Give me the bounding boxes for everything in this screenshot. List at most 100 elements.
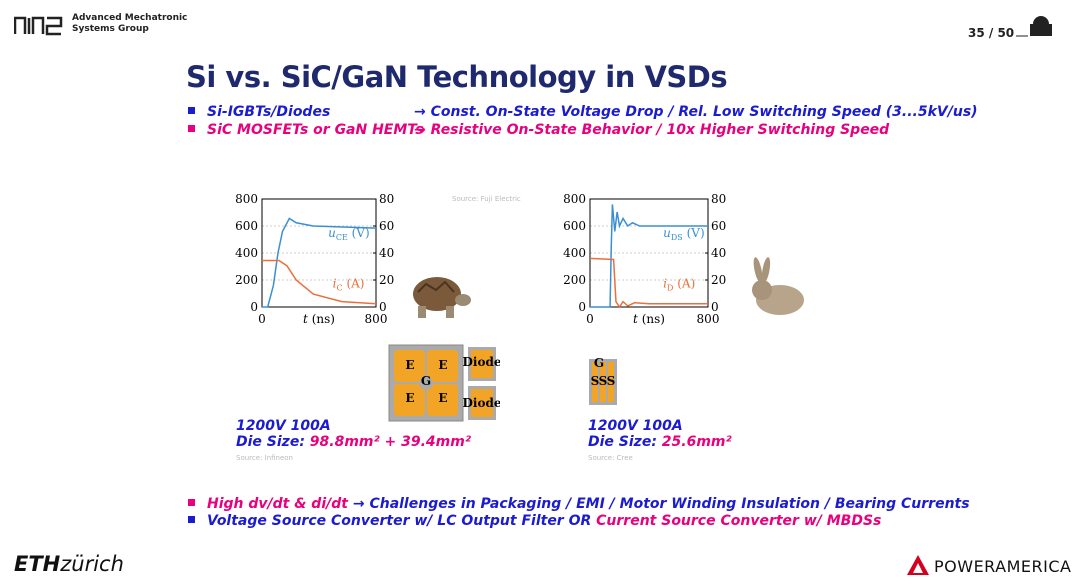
label-base: u	[328, 226, 336, 240]
current-curve	[262, 259, 377, 305]
ams-logo	[14, 16, 63, 36]
chip-label: S	[607, 374, 616, 388]
die-value: 25.6mm²	[661, 434, 732, 450]
y-tick-label: 0	[578, 300, 586, 314]
america-word: AMERICA	[995, 557, 1072, 576]
label-sub: C	[337, 284, 343, 293]
y2-tick-label: 0	[379, 300, 387, 314]
chip-label: E	[438, 391, 447, 405]
label-unit: (V)	[348, 226, 370, 240]
group-name: Advanced Mechatronic Systems Group	[72, 13, 187, 35]
y2-tick-label: 60	[379, 219, 394, 233]
bullet-left: Voltage Source Converter w/ LC Output Fi…	[207, 513, 592, 529]
bullet: High dv/dt & di/dt → Challenges in Packa…	[188, 496, 970, 512]
page-number: 35 / 50	[968, 26, 1015, 40]
bullet-left: High dv/dt & di/dt	[207, 496, 348, 512]
label-base: i	[333, 277, 337, 291]
sic-chip: G S S S	[589, 358, 617, 405]
label-base: u	[663, 226, 671, 240]
voltage-curve	[262, 217, 377, 308]
y-tick-label: 0	[250, 300, 258, 314]
label-unit: (A)	[673, 277, 695, 291]
source: Source: Cree	[588, 454, 633, 462]
y-tick-label: 800	[235, 192, 258, 206]
y2-tick-label: 80	[379, 192, 394, 206]
eth-bold: ETH	[14, 552, 61, 576]
chip-label: E	[405, 358, 414, 372]
label-sub: CE	[336, 233, 348, 242]
rating: 1200V 100A	[588, 418, 683, 434]
label-base: i	[663, 277, 667, 291]
y2-tick-label: 80	[711, 192, 726, 206]
y2-tick-label: 0	[711, 300, 719, 314]
bullet-right: → Const. On-State Voltage Drop / Rel. Lo…	[414, 104, 978, 120]
source: Source: Fuji Electric	[452, 195, 521, 203]
label-unit: (V)	[683, 226, 705, 240]
source: Source: Infineon	[236, 454, 293, 462]
x-label-part: (ns)	[308, 312, 335, 326]
y2-tick-label: 20	[379, 273, 394, 287]
plot-frame	[261, 198, 377, 308]
rating: 1200V 100A	[236, 418, 331, 434]
power-word: POWER	[934, 557, 996, 576]
slide-title: Si vs. SiC/GaN Technology in VSDs	[186, 60, 728, 94]
group-line: Systems Group	[72, 24, 149, 34]
chip-label: Diode	[463, 355, 501, 369]
y-tick-label: 200	[235, 273, 258, 287]
label-sub: DS	[671, 233, 683, 242]
chip-label: G	[421, 374, 431, 388]
series-label: iD (A)	[663, 277, 695, 293]
x-label-part: (ns)	[638, 312, 665, 326]
bullet: Voltage Source Converter w/ LC Output Fi…	[188, 513, 881, 529]
bullet-right: Current Source Converter w/ MBDSs	[596, 513, 882, 529]
caption: 1200V 100A Die Size: 98.8mm² + 39.4mm² S…	[236, 418, 471, 466]
y2-tick-label: 60	[711, 219, 726, 233]
chip-label: S	[591, 374, 600, 388]
group-line: Advanced Mechatronic	[72, 13, 188, 23]
x-label-part: t	[303, 312, 308, 326]
x-tick-label: 0	[258, 312, 266, 326]
x-label: t (ns)	[303, 312, 335, 326]
bullet: SiC MOSFETs or GaN HEMTs→ Resistive On-S…	[188, 122, 889, 138]
y-tick-label: 200	[563, 273, 586, 287]
y2-tick-label: 40	[379, 246, 394, 260]
die-label: Die Size:	[236, 434, 305, 450]
voltage-curve	[590, 204, 708, 308]
bullet-right: → Resistive On-State Behavior / 10x High…	[414, 122, 890, 138]
chip-label: S	[599, 374, 608, 388]
eth-logo: ETHzürich	[14, 552, 124, 576]
series-label: uDS (V)	[663, 226, 704, 242]
current-curve	[589, 257, 708, 309]
y2-tick-label: 20	[711, 273, 726, 287]
x-label-part: t	[633, 312, 638, 326]
y-tick-label: 800	[563, 192, 586, 206]
die-value: 98.8mm² + 39.4mm²	[309, 434, 471, 450]
x-tick-label: 0	[586, 312, 594, 326]
chip-label: Diode	[463, 396, 501, 410]
chip-label: E	[438, 358, 447, 372]
bullet-left: Si-IGBTs/Diodes	[207, 104, 331, 120]
y-tick-label: 600	[563, 219, 586, 233]
label-sub: D	[667, 284, 673, 293]
caption: 1200V 100A Die Size: 25.6mm² Source: Cre…	[588, 418, 732, 466]
eth-light: zürich	[60, 552, 124, 576]
igbt-chips: E E G E E Diode Diode	[388, 344, 501, 422]
x-tick-label: 800	[697, 312, 720, 326]
poweramerica-icon	[907, 555, 929, 575]
bullet: Si-IGBTs/Diodes → Const. On-State Voltage…	[188, 104, 978, 120]
series-label: iC (A)	[333, 277, 365, 293]
turtle-image	[413, 277, 471, 318]
chip-label: E	[405, 391, 414, 405]
rabbit-image	[752, 257, 804, 315]
y2-tick-label: 40	[711, 246, 726, 260]
bullet-left: SiC MOSFETs or GaN HEMTs	[207, 122, 424, 138]
series-label: uCE (V)	[328, 226, 370, 242]
building-icon	[1016, 11, 1052, 37]
y-tick-label: 600	[235, 219, 258, 233]
y-tick-label: 400	[563, 246, 586, 260]
poweramerica-logo: POWERAMERICA	[934, 557, 1071, 576]
chip-label: G	[594, 358, 604, 370]
die-label: Die Size:	[588, 434, 657, 450]
